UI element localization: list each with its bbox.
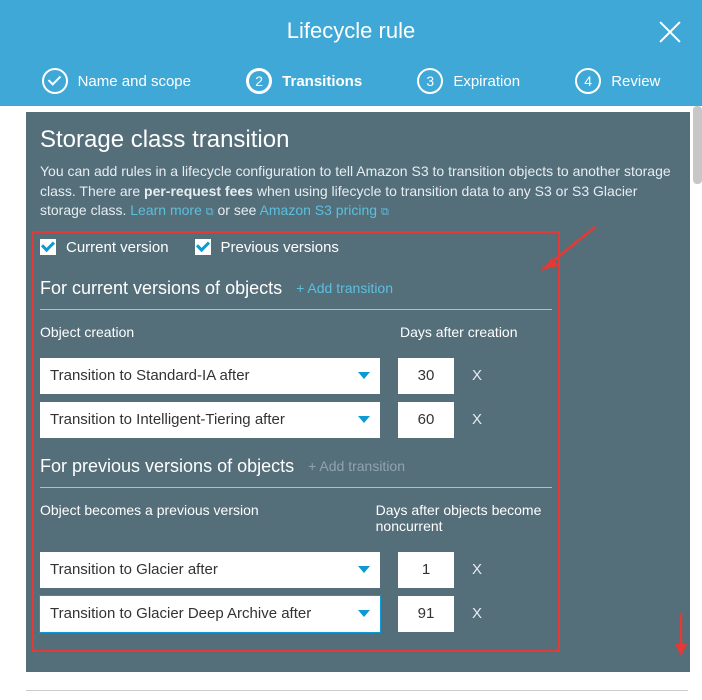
select-value: Transition to Glacier after — [50, 561, 218, 578]
check-icon — [42, 68, 68, 94]
panel-description: You can add rules in a lifecycle configu… — [40, 162, 676, 221]
step-label: Transitions — [282, 73, 362, 90]
select-value: Transition to Intelligent-Tiering after — [50, 411, 285, 428]
add-transition-previous[interactable]: + Add transition — [308, 458, 405, 474]
scrollbar-thumb[interactable] — [693, 106, 702, 184]
checkbox-label: Previous versions — [221, 239, 339, 256]
step-number-icon: 4 — [575, 68, 601, 94]
wizard-steps: Name and scope 2 Transitions 3 Expiratio… — [0, 68, 702, 94]
version-checkboxes: Current version Previous versions — [40, 239, 552, 256]
days-input[interactable]: 60 — [398, 402, 454, 438]
step-label: Review — [611, 73, 660, 90]
transition-panel: Storage class transition You can add rul… — [26, 112, 690, 672]
remove-row-button[interactable]: X — [472, 411, 482, 428]
divider — [40, 487, 552, 488]
transition-select[interactable]: Transition to Intelligent-Tiering after — [40, 402, 380, 438]
step-number-icon: 3 — [417, 68, 443, 94]
modal-title: Lifecycle rule — [0, 0, 702, 44]
chevron-down-icon — [358, 566, 370, 573]
chevron-down-icon — [358, 610, 370, 617]
chevron-down-icon — [358, 416, 370, 423]
transition-row: Transition to Glacier Deep Archive after… — [40, 596, 552, 632]
divider — [40, 309, 552, 310]
pricing-link[interactable]: Amazon S3 pricing ⧉ — [260, 202, 389, 218]
checkbox-icon — [40, 239, 56, 255]
transition-select[interactable]: Transition to Glacier after — [40, 552, 380, 588]
step-label: Expiration — [453, 73, 520, 90]
section-heading: For current versions of objects — [40, 278, 282, 299]
select-value: Transition to Glacier Deep Archive after — [50, 605, 311, 622]
step-label: Name and scope — [78, 73, 191, 90]
previous-versions-checkbox[interactable]: Previous versions — [195, 239, 339, 256]
external-link-icon: ⧉ — [381, 206, 389, 218]
checkbox-label: Current version — [66, 239, 169, 256]
column-headers: Object becomes a previous version Days a… — [40, 502, 552, 544]
chevron-down-icon — [358, 372, 370, 379]
col-object-previous: Object becomes a previous version — [40, 502, 356, 534]
panel-heading: Storage class transition — [40, 126, 676, 154]
days-input[interactable]: 30 — [398, 358, 454, 394]
col-days-noncurrent: Days after objects become noncurrent — [376, 502, 552, 534]
checkbox-icon — [195, 239, 211, 255]
close-icon[interactable] — [656, 18, 684, 46]
column-headers: Object creation Days after creation — [40, 324, 552, 350]
transition-row: Transition to Glacier after 1 X — [40, 552, 552, 588]
remove-row-button[interactable]: X — [472, 561, 482, 578]
step-name-and-scope[interactable]: Name and scope — [42, 68, 191, 94]
learn-more-link[interactable]: Learn more ⧉ — [130, 202, 213, 218]
current-section-title: For current versions of objects + Add tr… — [40, 278, 552, 299]
current-version-checkbox[interactable]: Current version — [40, 239, 169, 256]
col-days-after-creation: Days after creation — [400, 324, 550, 340]
transition-row: Transition to Intelligent-Tiering after … — [40, 402, 552, 438]
days-input[interactable]: 1 — [398, 552, 454, 588]
highlighted-region: Current version Previous versions For cu… — [32, 231, 560, 652]
previous-section-title: For previous versions of objects + Add t… — [40, 456, 552, 477]
modal-footer: Previous Next — [26, 690, 688, 700]
transition-select[interactable]: Transition to Glacier Deep Archive after — [40, 596, 380, 632]
external-link-icon: ⧉ — [206, 206, 214, 218]
transition-select[interactable]: Transition to Standard-IA after — [40, 358, 380, 394]
desc-text: or see — [214, 202, 260, 218]
col-object-creation: Object creation — [40, 324, 380, 340]
step-review[interactable]: 4 Review — [575, 68, 660, 94]
link-text: Learn more — [130, 202, 202, 218]
section-heading: For previous versions of objects — [40, 456, 294, 477]
desc-bold: per-request fees — [144, 183, 253, 199]
modal-body: Storage class transition You can add rul… — [0, 106, 702, 700]
modal-header: Lifecycle rule Name and scope 2 Transiti… — [0, 0, 702, 106]
days-input[interactable]: 91 — [398, 596, 454, 632]
transition-row: Transition to Standard-IA after 30 X — [40, 358, 552, 394]
remove-row-button[interactable]: X — [472, 367, 482, 384]
step-expiration[interactable]: 3 Expiration — [417, 68, 520, 94]
step-transitions[interactable]: 2 Transitions — [246, 68, 362, 94]
add-transition-current[interactable]: + Add transition — [296, 280, 393, 296]
select-value: Transition to Standard-IA after — [50, 367, 250, 384]
remove-row-button[interactable]: X — [472, 605, 482, 622]
step-number-icon: 2 — [246, 68, 272, 94]
link-text: Amazon S3 pricing — [260, 202, 378, 218]
